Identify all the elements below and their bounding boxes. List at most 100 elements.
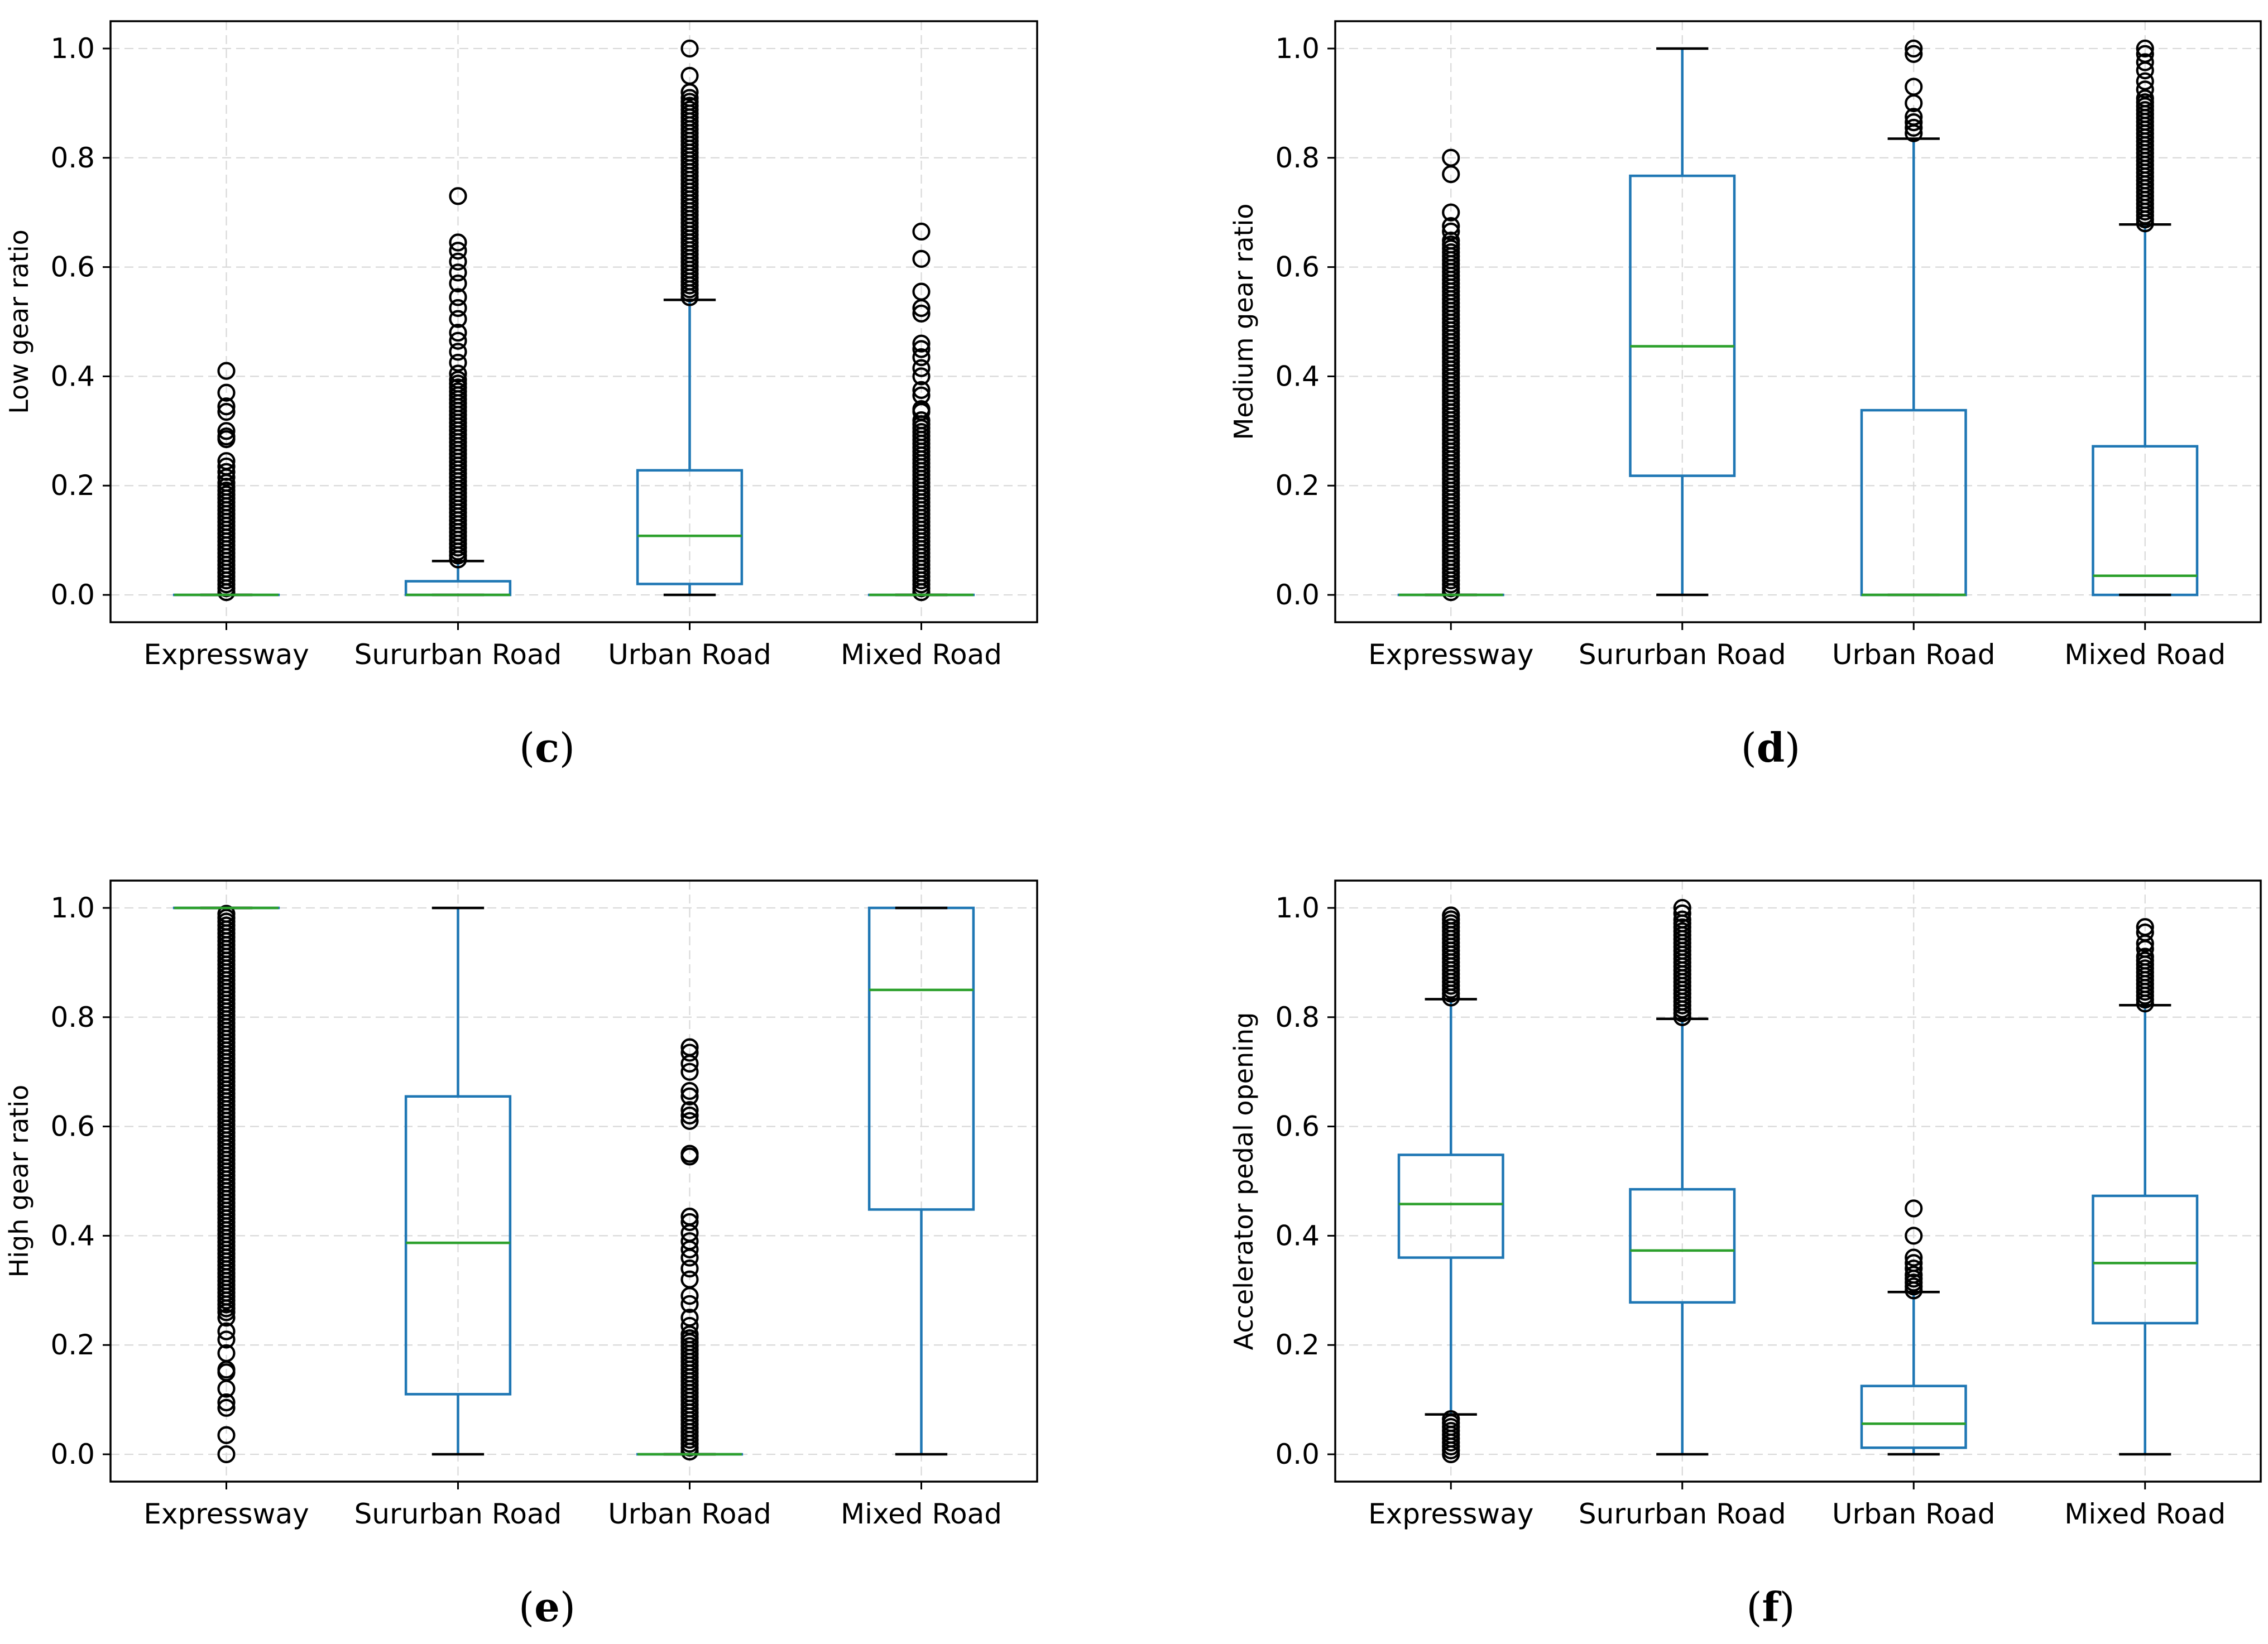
axes-frame — [1334, 20, 2262, 623]
y-tick-label: 0.6 — [1275, 251, 1320, 283]
axes-frame — [1334, 879, 2262, 1483]
flier-point — [680, 1316, 699, 1335]
box-group-expressway — [172, 905, 280, 1464]
flier-point — [2136, 61, 2154, 80]
flier-point — [1673, 910, 1691, 929]
box-group-expressway — [1397, 148, 1504, 602]
x-tick-label: Urban Road — [608, 1498, 771, 1530]
flier-point — [2136, 89, 2154, 108]
flier-point — [680, 1106, 699, 1125]
flier-point — [217, 402, 236, 421]
flier-point — [217, 362, 236, 380]
chart-panel-c: 0.0 0.2 0.4 0.6 0.8 1.0 Expressway Sururban Roa… — [4, 20, 1038, 771]
y-tick-label: 1.0 — [1275, 32, 1320, 65]
y-tick-label: 0.6 — [50, 251, 95, 283]
flier-point — [217, 397, 236, 416]
flier-point — [1442, 1410, 1460, 1429]
flier-point — [912, 334, 931, 353]
flier-point — [449, 242, 467, 260]
x-tick-label: Sururban Road — [1579, 1498, 1786, 1530]
x-tick-label: Expressway — [143, 638, 309, 671]
flier-point — [680, 39, 699, 58]
flier-point — [217, 905, 236, 923]
x-tick-label: Urban Road — [1832, 638, 1996, 671]
x-tick-label: Sururban Road — [354, 1498, 562, 1530]
flier-point — [680, 1287, 699, 1305]
box-group-mixed-road — [867, 906, 975, 1456]
y-axis-title: High gear ratio — [4, 1085, 34, 1278]
y-tick-label: 0.0 — [50, 579, 95, 611]
flier-point — [449, 343, 467, 361]
flier-point — [2136, 72, 2154, 90]
flier-point — [217, 463, 236, 481]
flier-point — [680, 1112, 699, 1130]
flier-point — [449, 310, 467, 328]
flier-point — [217, 1393, 236, 1412]
flier-point — [912, 402, 931, 421]
box-group-sururban-road — [1629, 898, 1736, 1456]
axes-frame — [109, 20, 1038, 623]
flier-point — [680, 1054, 699, 1073]
flier-point — [217, 430, 236, 449]
flier-point — [912, 381, 931, 399]
flier-point — [912, 249, 931, 268]
box-group-sururban-road — [404, 906, 512, 1456]
flier-point — [912, 348, 931, 367]
y-tick-label: 1.0 — [50, 892, 95, 924]
box-body — [1860, 1385, 1967, 1449]
flier-point — [449, 299, 467, 318]
y-axis-title: Medium gear ratio — [1229, 204, 1259, 440]
flier-point — [912, 340, 931, 358]
flier-point — [449, 252, 467, 271]
panel-label: (f) — [1746, 1583, 1795, 1631]
box-body — [404, 1095, 512, 1396]
flier-point — [449, 331, 467, 350]
y-tick-label: 0.0 — [1275, 579, 1320, 611]
flier-point — [2136, 948, 2154, 966]
y-tick-label: 0.0 — [1275, 1438, 1320, 1470]
axes-frame — [109, 879, 1038, 1483]
x-tick-label: Mixed Road — [2064, 638, 2226, 671]
y-tick-label: 1.0 — [1275, 892, 1320, 924]
flier-point — [1905, 124, 1923, 142]
flier-point — [1905, 39, 1923, 58]
flier-point — [217, 1398, 236, 1417]
flier-point — [1905, 1254, 1923, 1272]
box-body — [1397, 1153, 1504, 1259]
box-group-expressway — [172, 362, 280, 602]
y-tick-label: 1.0 — [50, 32, 95, 65]
box-group-urban-road — [1860, 39, 1967, 597]
box-group-sururban-road — [1629, 47, 1736, 597]
flier-point — [1442, 222, 1460, 241]
box-group-expressway — [1397, 906, 1504, 1464]
flier-point — [680, 1101, 699, 1119]
chart-panel-e: 0.0 0.2 0.4 0.6 0.8 1.0 Expressway Sururban Roa… — [4, 879, 1038, 1631]
flier-point — [217, 457, 236, 476]
flier-point — [1442, 165, 1460, 184]
flier-point — [217, 422, 236, 440]
y-tick-label: 0.2 — [1275, 469, 1320, 502]
chart-panel-f: 0.0 0.2 0.4 0.6 0.8 1.0 Expressway Sururban Roa… — [1229, 879, 2262, 1631]
flier-point — [217, 1445, 236, 1464]
box-group-mixed-road — [867, 222, 975, 602]
flier-point — [217, 1322, 236, 1340]
flier-point — [2136, 934, 2154, 953]
y-tick-label: 0.0 — [50, 1438, 95, 1470]
flier-point — [680, 1063, 699, 1081]
flier-point — [217, 1426, 236, 1444]
x-tick-label: Mixed Road — [2064, 1498, 2226, 1530]
panel-label: (c) — [519, 724, 575, 771]
box-group-mixed-road — [2092, 39, 2199, 597]
flier-point — [680, 1213, 699, 1232]
flier-point — [1673, 904, 1691, 922]
flier-point — [912, 367, 931, 386]
flier-point — [1905, 113, 1923, 132]
flier-point — [1905, 1227, 1923, 1245]
y-tick-label: 0.8 — [1275, 142, 1320, 174]
flier-point — [1442, 906, 1460, 925]
y-tick-label: 0.4 — [1275, 1219, 1320, 1252]
flier-point — [912, 411, 931, 430]
y-tick-label: 0.8 — [1275, 1001, 1320, 1033]
flier-point — [1905, 1266, 1923, 1284]
y-tick-label: 0.8 — [50, 1001, 95, 1033]
